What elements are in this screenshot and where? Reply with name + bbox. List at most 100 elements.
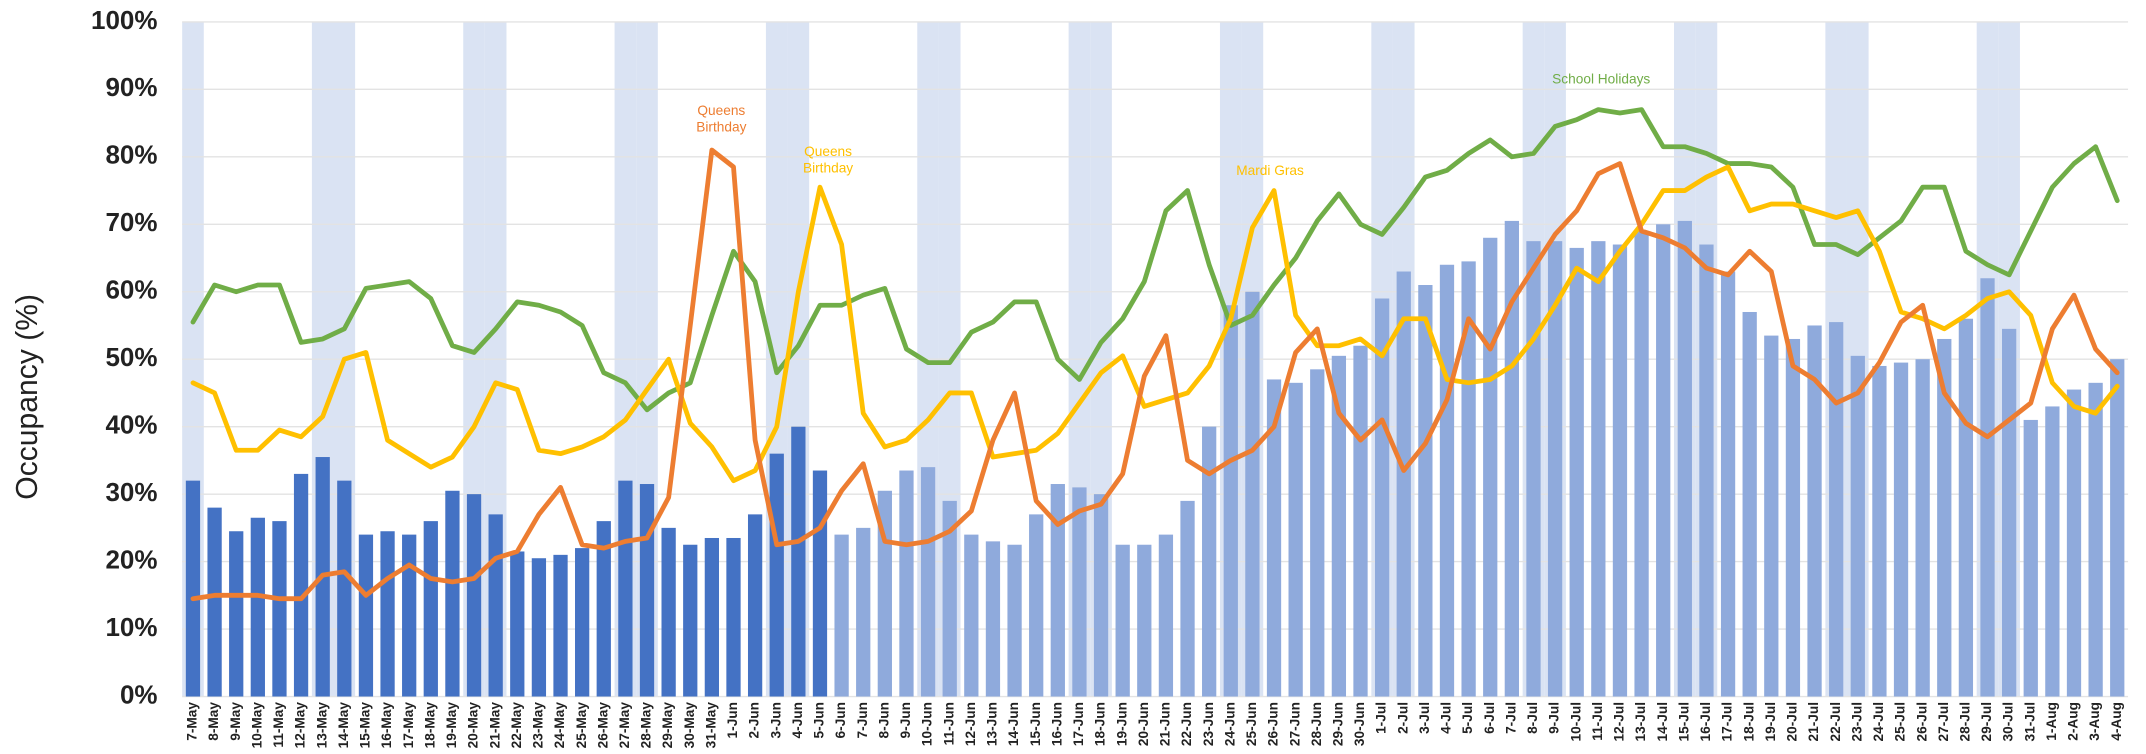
bar bbox=[856, 527, 871, 697]
bar bbox=[1569, 247, 1584, 697]
x-tick-label: 14-May bbox=[336, 702, 351, 749]
x-tick-label: 29-May bbox=[660, 702, 675, 749]
x-tick-label: 7-Jul bbox=[1503, 702, 1518, 734]
bar bbox=[2023, 419, 2038, 697]
x-tick-label: 23-Jul bbox=[1849, 702, 1864, 742]
bar bbox=[1980, 278, 1995, 697]
bar bbox=[1958, 318, 1974, 697]
bar bbox=[1742, 311, 1757, 697]
bar bbox=[1634, 231, 1649, 697]
x-tick-label: 23-May bbox=[531, 702, 546, 749]
annotation: School Holidays bbox=[1552, 72, 1651, 88]
x-tick-label: 4-Aug bbox=[2109, 702, 2124, 741]
x-tick-label: 8-Jul bbox=[1525, 702, 1540, 734]
x-tick-label: 11-May bbox=[271, 702, 286, 748]
line-series bbox=[190, 164, 2120, 484]
x-tick-label: 9-Jun bbox=[898, 702, 913, 738]
bar bbox=[1612, 244, 1628, 697]
grid bbox=[182, 21, 2129, 698]
bar bbox=[812, 470, 828, 697]
bar bbox=[1937, 338, 1952, 697]
bar bbox=[834, 534, 849, 697]
bar bbox=[1893, 362, 1909, 697]
annotation: Queens Birthday bbox=[802, 145, 854, 177]
bar bbox=[661, 527, 676, 697]
x-tick-label: 28-Jun bbox=[1309, 702, 1324, 746]
bar bbox=[1829, 322, 1844, 697]
bar bbox=[423, 521, 438, 697]
bar bbox=[250, 517, 265, 697]
x-tick-label: 20-Jun bbox=[1136, 702, 1151, 746]
x-tick-label: 15-Jun bbox=[1028, 702, 1043, 746]
x-tick-label: 17-May bbox=[401, 702, 416, 749]
x-tick-label: 17-Jun bbox=[1071, 702, 1086, 746]
x-tick-label: 10-Jun bbox=[920, 702, 935, 746]
annotation-text: School Holidays bbox=[1552, 72, 1651, 88]
x-tick-label: 3-Jun bbox=[768, 702, 783, 738]
x-tick-label: 28-May bbox=[639, 702, 654, 749]
x-tick-label: 19-May bbox=[444, 702, 459, 749]
bar bbox=[1418, 285, 1433, 697]
x-tick-label: 30-Jul bbox=[2001, 702, 2016, 742]
x-tick-label: 30-May bbox=[682, 702, 697, 749]
bar bbox=[1699, 244, 1714, 697]
annotation-text: Queens Birthday bbox=[696, 104, 747, 136]
line-series bbox=[190, 147, 2120, 602]
x-tick-label: 21-Jul bbox=[1806, 702, 1821, 742]
x-tick-label: 15-Jul bbox=[1676, 702, 1691, 742]
x-tick-label: 16-Jun bbox=[1049, 702, 1064, 746]
x-tick-label: 26-May bbox=[595, 702, 610, 749]
lines bbox=[190, 107, 2120, 602]
x-tick-label: 24-Jul bbox=[1871, 702, 1886, 742]
x-tick-label: 14-Jun bbox=[1006, 702, 1021, 746]
x-tick-label: 19-Jun bbox=[1114, 702, 1129, 746]
bar bbox=[575, 548, 590, 697]
x-tick-label: 29-Jul bbox=[1979, 702, 1994, 742]
y-tick-label: 50% bbox=[105, 342, 157, 372]
x-tick-label: 31-May bbox=[703, 702, 718, 749]
x-tick-label: 18-Jul bbox=[1741, 702, 1756, 742]
x-tick-label: 25-May bbox=[574, 702, 589, 749]
bar bbox=[466, 494, 482, 697]
annotation-text: Mardi Gras bbox=[1236, 164, 1304, 180]
x-tick-label: 10-May bbox=[249, 702, 264, 749]
bar bbox=[2045, 406, 2060, 697]
x-tick-label: 31-Jul bbox=[2022, 702, 2037, 742]
bar bbox=[942, 500, 957, 697]
bar bbox=[1504, 220, 1519, 697]
bar bbox=[2088, 382, 2103, 697]
bar bbox=[726, 537, 741, 697]
bar bbox=[1764, 335, 1779, 697]
x-tick-label: 9-Jul bbox=[1547, 702, 1562, 734]
bar bbox=[1677, 220, 1692, 697]
x-tick-label: 27-May bbox=[617, 702, 632, 749]
bar bbox=[1310, 369, 1325, 697]
x-tick-label: 21-Jun bbox=[1158, 702, 1173, 746]
bar bbox=[207, 507, 222, 697]
bar bbox=[1591, 241, 1606, 697]
x-tick-label: 7-May bbox=[185, 702, 200, 741]
y-tick-label: 20% bbox=[105, 544, 157, 574]
x-tick-label: 6-Jul bbox=[1482, 702, 1497, 734]
x-tick-label: 13-Jun bbox=[985, 702, 1000, 746]
x-tick-label: 16-Jul bbox=[1698, 702, 1713, 742]
bar bbox=[899, 470, 914, 697]
bar bbox=[1029, 514, 1044, 697]
bar bbox=[1115, 544, 1130, 697]
x-tick-label: 29-Jun bbox=[1330, 702, 1345, 746]
x-tick-label: 24-Jun bbox=[1222, 702, 1237, 746]
x-tick-label: 11-Jun bbox=[941, 702, 956, 745]
annotation-text: Queens Birthday bbox=[802, 145, 854, 177]
bar bbox=[510, 551, 525, 697]
x-tick-label: 24-May bbox=[552, 702, 567, 749]
y-tick-label: 10% bbox=[105, 612, 157, 642]
x-tick-label: 3-Aug bbox=[2087, 702, 2102, 741]
bar bbox=[1202, 426, 1217, 697]
bar bbox=[293, 473, 309, 697]
bar bbox=[1050, 484, 1065, 697]
x-tick-label: 12-Jul bbox=[1612, 702, 1627, 742]
x-tick-label: 13-May bbox=[314, 702, 329, 749]
bar bbox=[1526, 241, 1541, 697]
x-tick-label: 2-Jul bbox=[1395, 702, 1410, 734]
